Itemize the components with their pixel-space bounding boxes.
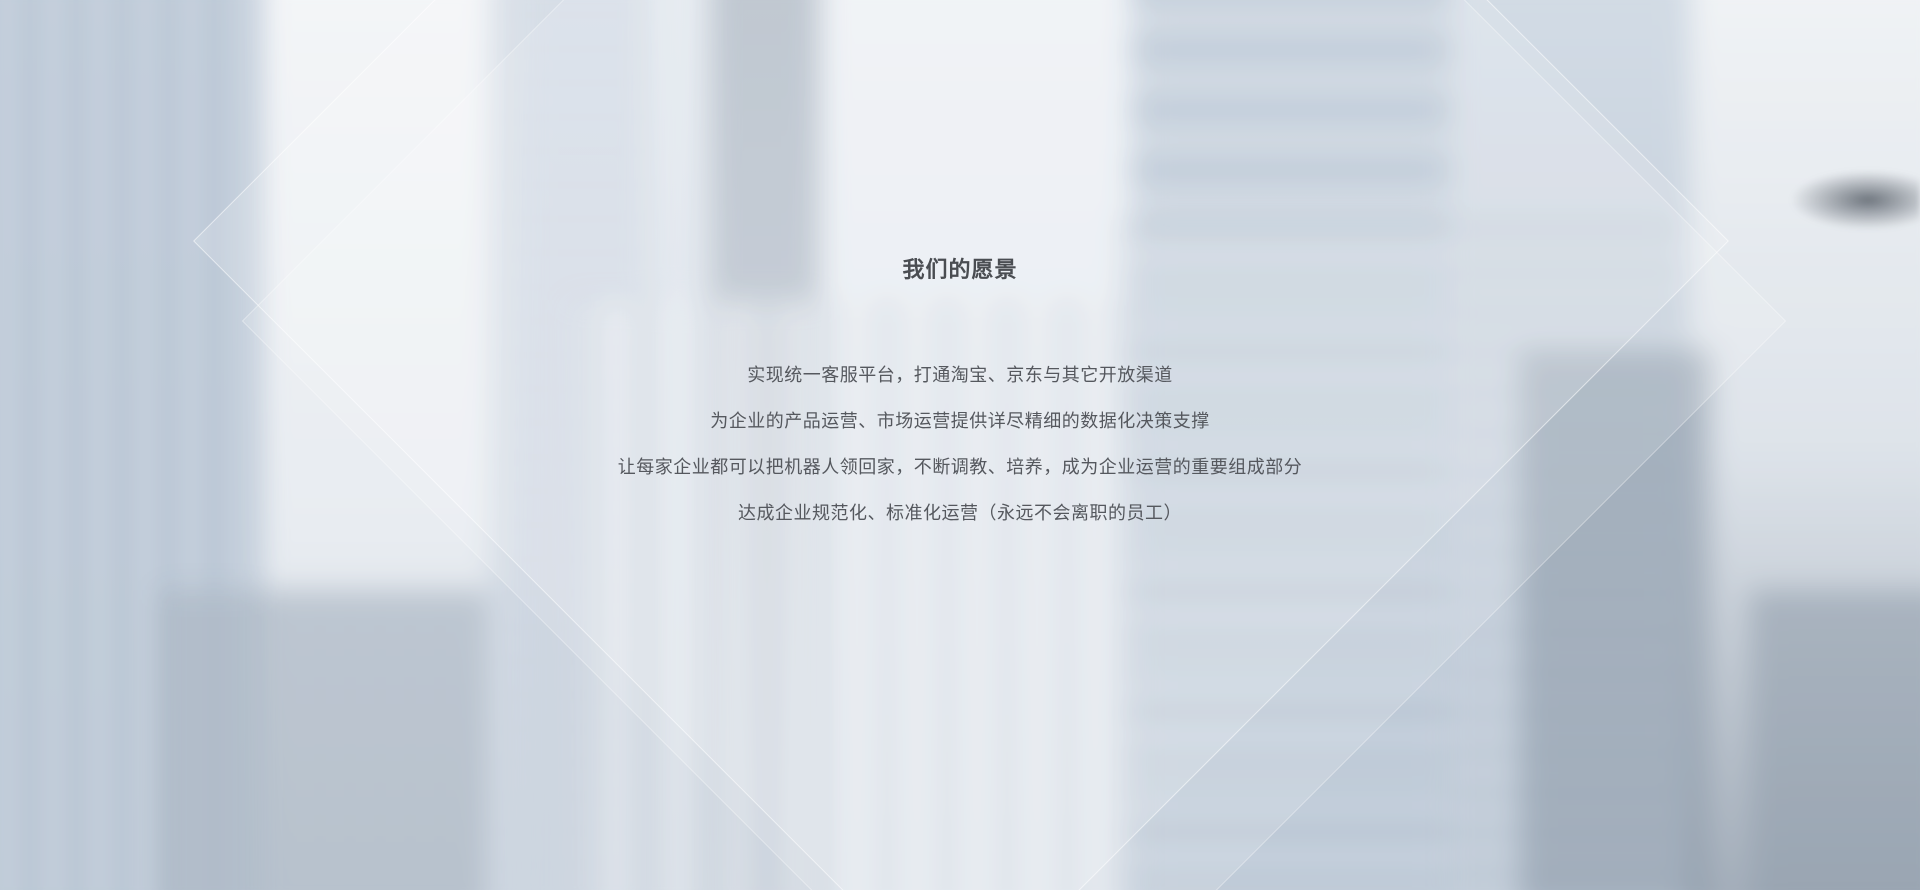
vision-line: 让每家企业都可以把机器人领回家，不断调教、培养，成为企业运营的重要组成部分 — [617, 457, 1303, 478]
vision-line: 为企业的产品运营、市场运营提供详尽精细的数据化决策支撑 — [710, 411, 1210, 432]
vision-list: 实现统一客服平台，打通淘宝、京东与其它开放渠道 为企业的产品运营、市场运营提供详… — [0, 362, 1920, 546]
street-lamp-shape — [1790, 170, 1920, 230]
vision-line: 实现统一客服平台，打通淘宝、京东与其它开放渠道 — [747, 365, 1173, 386]
vision-line: 达成企业规范化、标准化运营（永远不会离职的员工） — [738, 503, 1182, 524]
vision-title: 我们的愿景 — [902, 258, 1018, 283]
